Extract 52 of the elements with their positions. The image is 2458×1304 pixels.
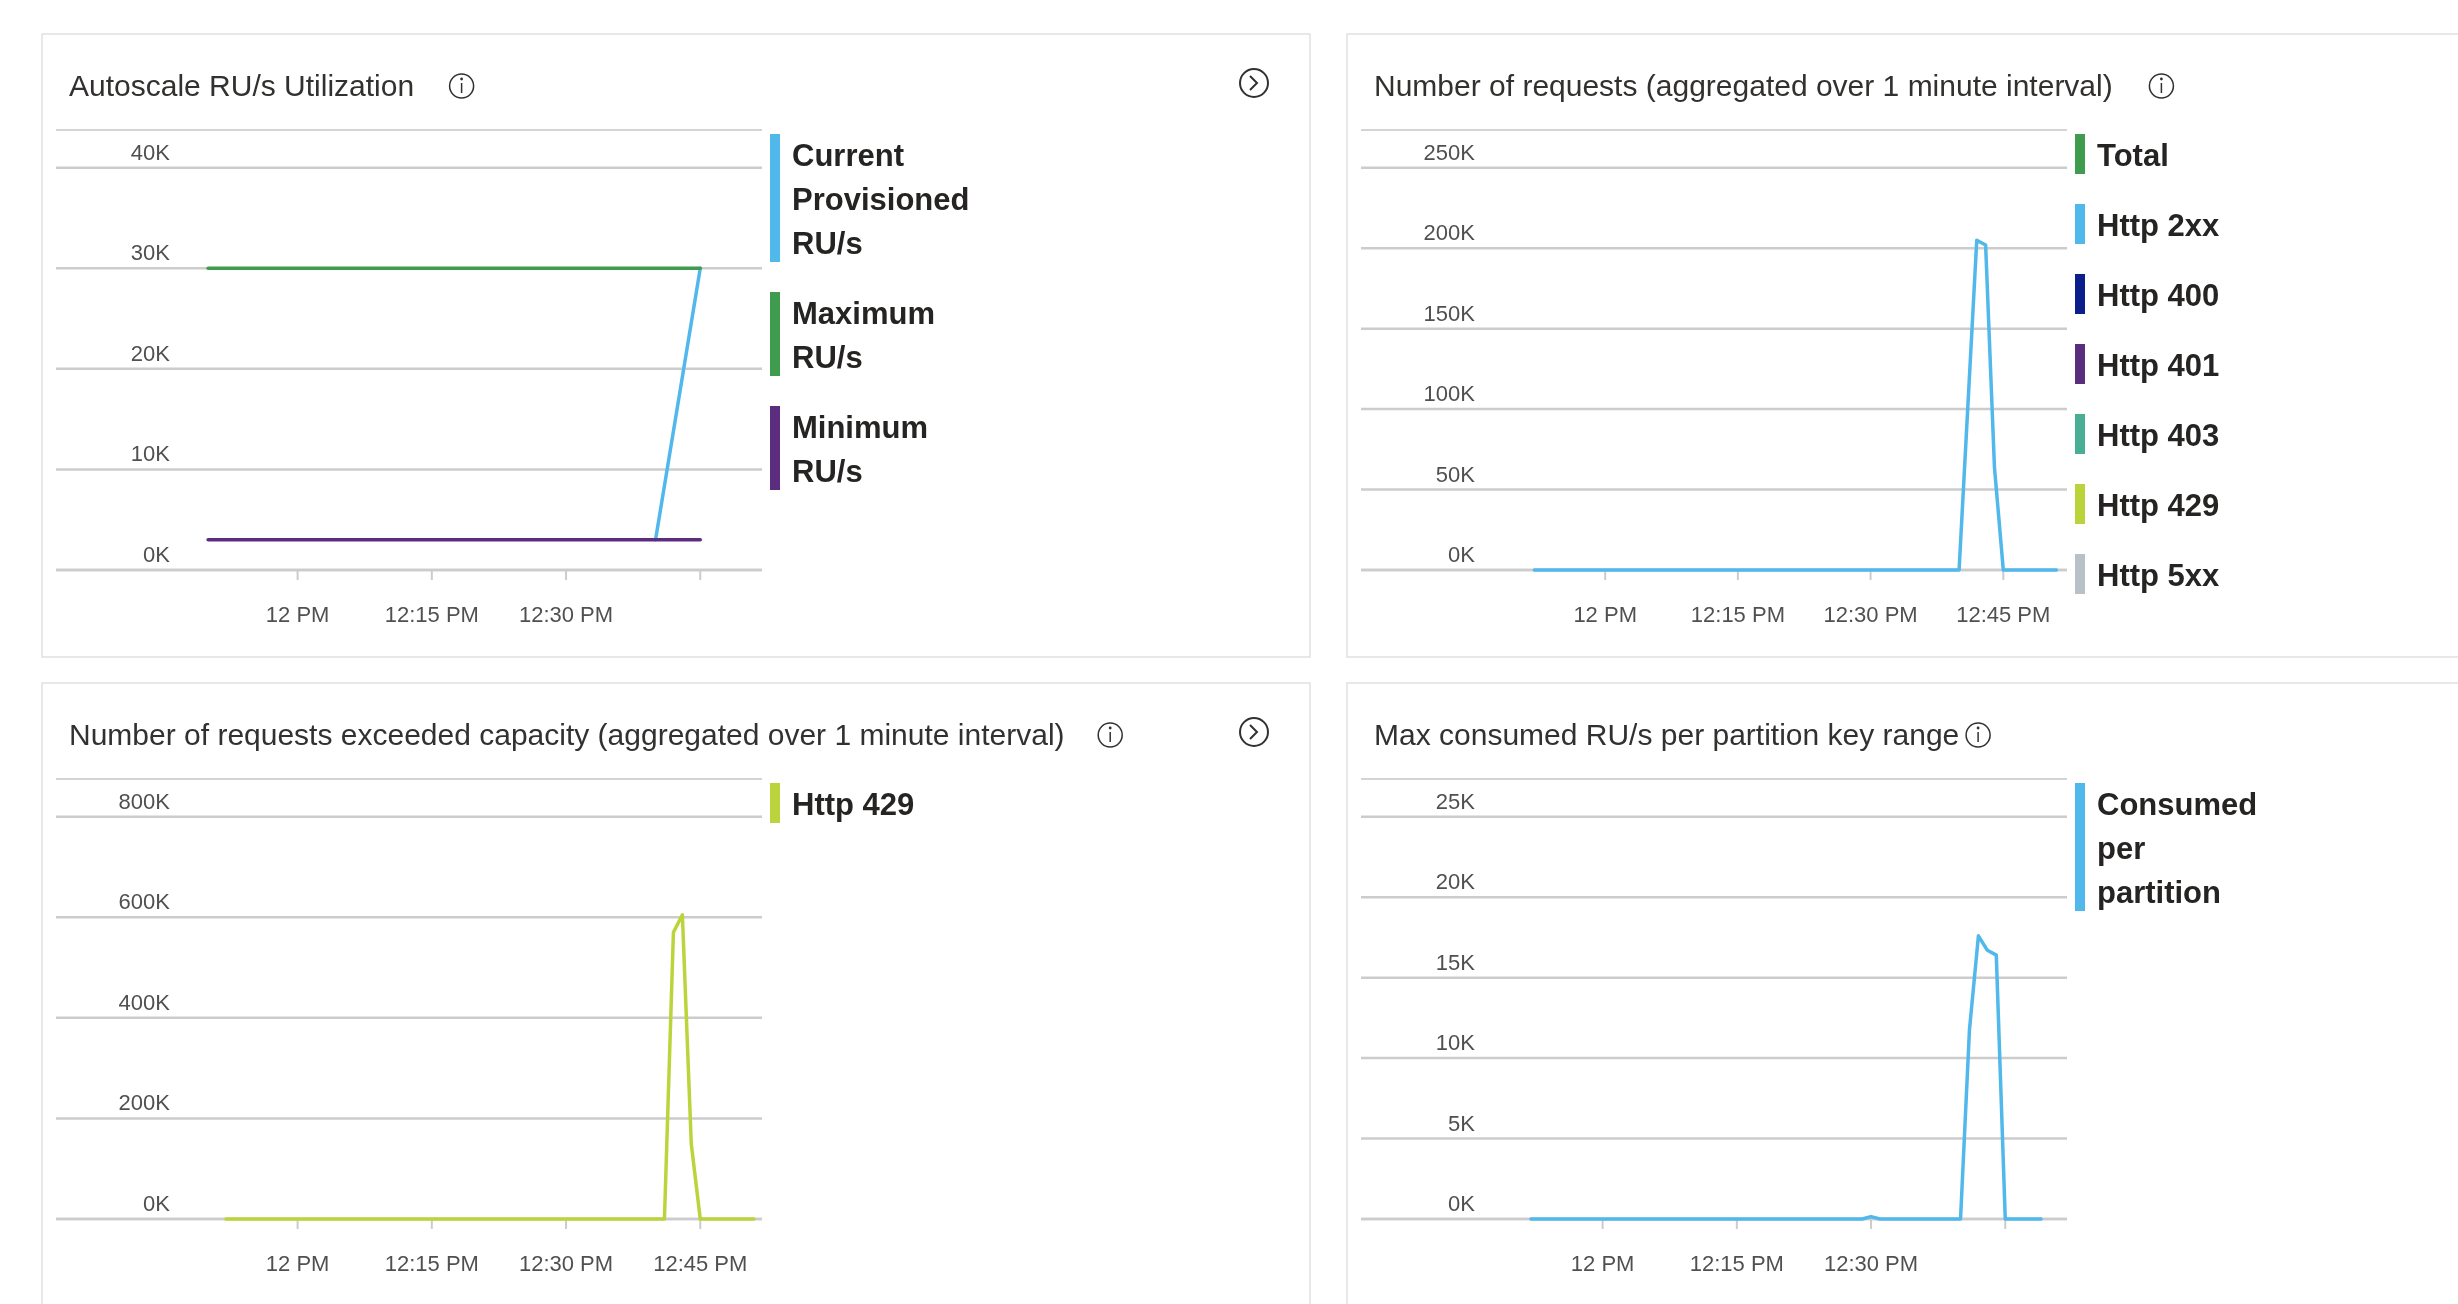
legend-label: Http 5xx	[2097, 558, 2221, 593]
x-tick-label: 12:15 PM	[1689, 1251, 1784, 1276]
x-tick-label: 12:15 PM	[384, 1251, 479, 1276]
y-tick-label: 200K	[1423, 220, 1476, 246]
legend-label: Http 429	[2097, 488, 2220, 523]
x-tick-label: 12:45 PM	[1956, 602, 2051, 627]
y-tick-label: 250K	[1423, 139, 1476, 165]
x-tick-label: 12:15 PM	[1690, 602, 1785, 627]
x-tick-label: 12:30 PM	[1823, 602, 1918, 627]
text: Current Provisioned RU/s	[792, 138, 970, 261]
x-tick-label: 12 PM	[265, 602, 330, 627]
y-tick-label: 30K	[130, 240, 171, 266]
chart-title: Number of requests (aggregated over 1 minute interval)	[1374, 69, 2113, 102]
y-tick-label: 10K	[1435, 1030, 1476, 1056]
legend-label: Http 429	[792, 787, 915, 822]
y-tick-label: 50K	[1435, 461, 1476, 487]
x-tick-label: 12:30 PM	[1823, 1251, 1919, 1276]
y-tick-label: 800K	[118, 788, 171, 814]
x-tick-label: 12:45 PM	[653, 1251, 748, 1276]
x-tick-label: 12 PM	[265, 1251, 330, 1276]
legend-label: Total	[2097, 138, 2169, 173]
chart-title: Number of requests exceeded capacity (aggregated over 1 minute interval)	[69, 718, 1065, 751]
y-tick-label: 0K	[1448, 542, 1476, 567]
legend-label: Http 401	[2097, 348, 2220, 383]
legend-label: Http 2xx	[2097, 208, 2221, 243]
y-tick-label: 40K	[130, 139, 171, 165]
legend-label: Http 403	[2097, 418, 2220, 453]
x-tick-label: 12 PM	[1570, 1251, 1635, 1276]
y-tick-label: 15K	[1435, 949, 1476, 975]
y-tick-label: 0K	[143, 1191, 171, 1216]
y-tick-label: 600K	[118, 889, 171, 915]
legend-label: Http 400	[2097, 278, 2220, 313]
text: Consumed per partition	[2097, 787, 2258, 910]
text: Minimum RU/s	[792, 410, 929, 489]
y-tick-label: 200K	[118, 1090, 171, 1116]
y-tick-label: 400K	[118, 989, 171, 1015]
y-tick-label: 20K	[1435, 869, 1476, 895]
x-tick-label: 12:30 PM	[518, 1251, 614, 1276]
x-tick-label: 12 PM	[1573, 602, 1637, 627]
x-tick-label: 12:15 PM	[384, 602, 479, 627]
y-tick-label: 100K	[1423, 381, 1476, 407]
y-tick-label: 0K	[1448, 1191, 1476, 1216]
text: Maximum RU/s	[792, 296, 935, 375]
y-tick-label: 5K	[1448, 1110, 1476, 1136]
y-tick-label: 0K	[143, 542, 171, 567]
y-tick-label: 10K	[130, 441, 171, 467]
chart-title: Autoscale RU/s Utilization	[69, 69, 415, 102]
chart-title: Max consumed RU/s per partition key range	[1374, 718, 1960, 751]
x-tick-label: 12:30 PM	[518, 602, 614, 627]
y-tick-label: 25K	[1435, 788, 1476, 814]
y-tick-label: 150K	[1423, 300, 1476, 326]
y-tick-label: 20K	[130, 340, 171, 366]
